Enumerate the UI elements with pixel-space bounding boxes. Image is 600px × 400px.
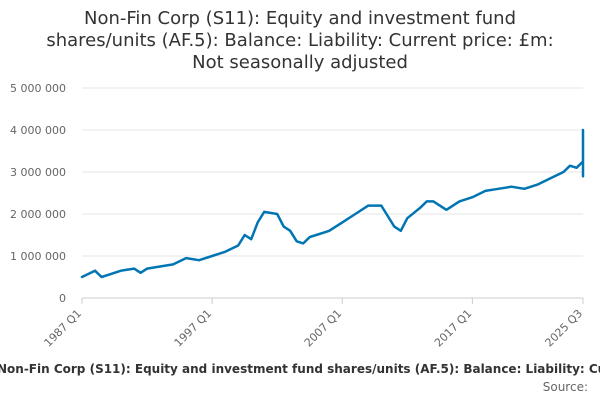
- x-tick-label: 2017 Q1: [432, 307, 475, 350]
- axes: 0 1 000 000 2 000 000 3 000 000 4 000 000 5 0…: [10, 82, 585, 349]
- source-label: Source:: [542, 380, 588, 394]
- x-tick-label: 1987 Q1: [42, 307, 85, 350]
- x-tick-label: 1997 Q1: [172, 307, 215, 350]
- chart-title-line-3: Not seasonally adjusted: [192, 52, 408, 73]
- chart-title-line-2: shares/units (AF.5): Balance: Liability:…: [46, 30, 554, 51]
- y-tick-label: 0: [59, 292, 66, 305]
- legend-item: Non-Fin Corp (S11): Equity and investmen…: [0, 362, 600, 376]
- y-tick-label: 4 000 000: [10, 124, 66, 137]
- y-tick-label: 5 000 000: [10, 82, 66, 95]
- series-line: [80, 128, 585, 279]
- x-tick-label: 2025 Q3: [543, 307, 586, 350]
- y-tick-label: 1 000 000: [10, 250, 66, 263]
- y-tick-label: 2 000 000: [10, 208, 66, 221]
- legend: Non-Fin Corp (S11): Equity and investmen…: [0, 362, 600, 380]
- chart-title: Non-Fin Corp (S11): Equity and investmen…: [0, 8, 600, 74]
- y-tick-label: 3 000 000: [10, 166, 66, 179]
- x-tick-label: 2007 Q1: [302, 307, 345, 350]
- chart-title-line-1: Non-Fin Corp (S11): Equity and investmen…: [83, 8, 517, 29]
- gridlines: [82, 87, 583, 257]
- series-layer: [80, 128, 585, 279]
